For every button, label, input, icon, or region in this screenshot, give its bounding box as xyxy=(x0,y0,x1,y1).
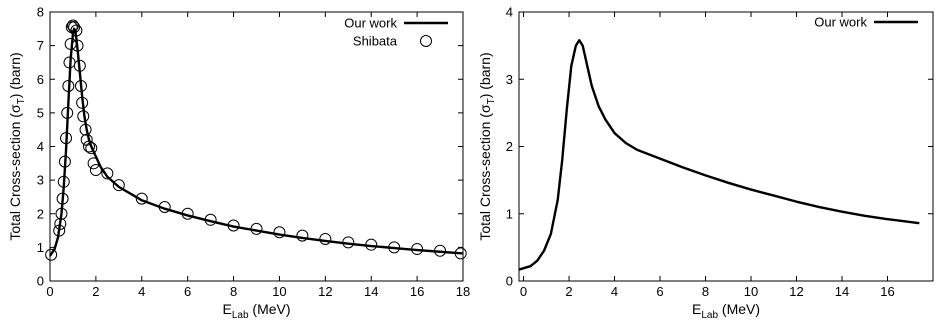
y-tick-label: 7 xyxy=(37,38,44,53)
data-point-shibata xyxy=(74,79,87,92)
data-point-shibata xyxy=(101,167,114,180)
data-point-shibata xyxy=(80,133,93,146)
x-tick-label: 8 xyxy=(702,284,709,299)
x-tick-label: 18 xyxy=(456,284,470,299)
x-tick-label: 16 xyxy=(880,284,894,299)
data-point-shibata xyxy=(319,232,332,245)
x-tick-label: 8 xyxy=(230,284,237,299)
y-tick-label: 0 xyxy=(37,274,44,289)
x-tick-label: 4 xyxy=(611,284,618,299)
data-point-shibata xyxy=(57,175,70,188)
y-tick-label: 3 xyxy=(37,173,44,188)
data-point-shibata xyxy=(296,229,309,242)
data-point-shibata xyxy=(181,207,194,220)
data-point-shibata xyxy=(64,37,77,50)
x-tick-label: 12 xyxy=(318,284,332,299)
x-tick-label: 10 xyxy=(272,284,286,299)
y-axis-label: Total Cross-section (σT) (barn) xyxy=(7,52,27,240)
series-line-our-work xyxy=(518,39,920,271)
data-point-shibata xyxy=(434,244,447,257)
data-point-shibata xyxy=(388,241,401,254)
data-point-shibata xyxy=(58,155,71,168)
x-axis-label: ELab (MeV) xyxy=(692,301,760,321)
y-tick-label: 4 xyxy=(37,139,44,154)
y-tick-label: 3 xyxy=(506,72,513,87)
x-axis-label: ELab (MeV) xyxy=(222,301,290,321)
plot-frame xyxy=(518,11,934,282)
x-tick-label: 10 xyxy=(744,284,758,299)
data-point-shibata xyxy=(342,236,355,249)
data-point-shibata xyxy=(45,248,58,261)
data-point-shibata xyxy=(61,106,74,119)
data-point-shibata xyxy=(56,192,69,205)
data-point-shibata xyxy=(85,142,98,155)
data-point-shibata xyxy=(73,59,86,72)
y-tick-label: 0 xyxy=(506,274,513,289)
data-point-shibata xyxy=(411,243,424,256)
x-tick-label: 2 xyxy=(92,284,99,299)
data-point-shibata xyxy=(273,226,286,239)
y-axis-label: Total Cross-section (σT) (barn) xyxy=(477,52,497,240)
data-point-shibata xyxy=(135,192,148,205)
data-point-shibata xyxy=(83,140,96,153)
data-point-shibata xyxy=(53,224,66,237)
legend-label: Our work xyxy=(344,16,397,31)
y-tick-label: 4 xyxy=(506,5,513,20)
data-point-shibata xyxy=(76,96,89,109)
x-tick-label: 14 xyxy=(835,284,849,299)
data-point-shibata xyxy=(62,79,75,92)
data-point-shibata xyxy=(158,201,171,214)
legend-label: Our work xyxy=(814,15,867,30)
y-tick-label: 6 xyxy=(37,72,44,87)
data-point-shibata xyxy=(454,247,467,260)
x-tick-label: 14 xyxy=(364,284,378,299)
y-tick-label: 1 xyxy=(37,240,44,255)
x-tick-label: 12 xyxy=(789,284,803,299)
data-point-shibata xyxy=(250,222,263,235)
x-tick-label: 0 xyxy=(520,284,527,299)
data-point-shibata xyxy=(204,213,217,226)
data-point-shibata xyxy=(54,217,67,230)
data-point-shibata xyxy=(112,179,125,192)
data-point-shibata xyxy=(77,110,90,123)
y-tick-label: 2 xyxy=(37,206,44,221)
data-point-shibata xyxy=(365,238,378,251)
x-tick-label: 4 xyxy=(138,284,145,299)
y-tick-label: 2 xyxy=(506,139,513,154)
y-tick-label: 8 xyxy=(37,5,44,20)
data-point-shibata xyxy=(71,39,84,52)
legend-label: Shibata xyxy=(353,34,398,49)
data-point-shibata xyxy=(60,132,73,145)
y-tick-label: 1 xyxy=(506,206,513,221)
x-tick-label: 6 xyxy=(184,284,191,299)
legend-marker-symbol xyxy=(420,35,432,47)
data-point-shibata xyxy=(227,219,240,232)
x-tick-label: 0 xyxy=(46,284,53,299)
data-point-shibata xyxy=(89,164,102,177)
data-point-shibata xyxy=(68,21,81,34)
data-point-shibata xyxy=(70,24,83,37)
plot-frame xyxy=(49,11,464,282)
x-tick-label: 2 xyxy=(565,284,572,299)
data-point-shibata xyxy=(79,123,92,136)
x-tick-label: 6 xyxy=(656,284,663,299)
data-point-shibata xyxy=(55,207,68,220)
y-tick-label: 5 xyxy=(37,105,44,120)
series-line-our-work xyxy=(49,27,464,257)
x-tick-label: 16 xyxy=(410,284,424,299)
data-point-shibata xyxy=(87,157,100,170)
